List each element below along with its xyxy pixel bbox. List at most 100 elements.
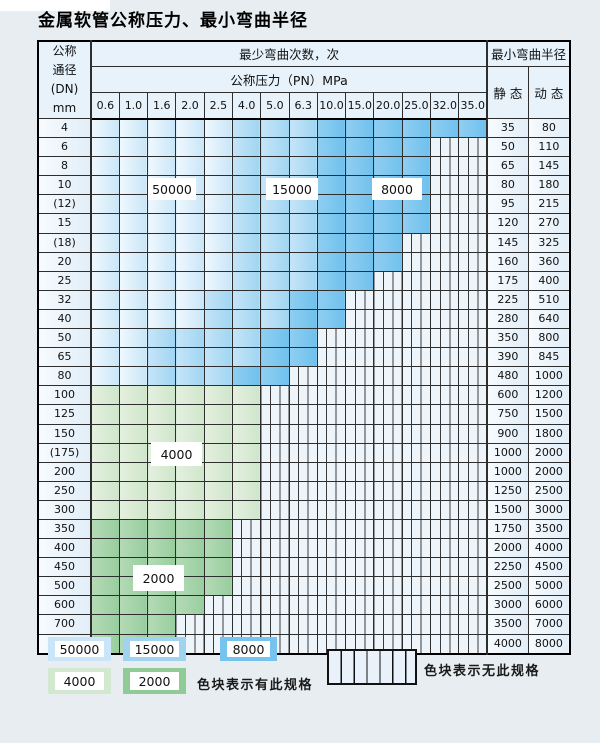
- static-radius-cell: 3500: [486, 614, 529, 635]
- spec-cell-15000: [175, 347, 205, 368]
- spec-cell-15000: [231, 156, 262, 177]
- no-spec-cell: [430, 347, 460, 368]
- spec-cell-8000: [401, 213, 432, 234]
- spec-cell-15000: [260, 308, 290, 330]
- dn-cell: 25: [37, 270, 92, 291]
- spec-cell-50000: [118, 137, 149, 158]
- spec-cell-8000: [288, 347, 318, 368]
- spec-cell-15000: [231, 232, 262, 253]
- spec-cell-15000: [203, 289, 233, 310]
- spec-cell-2000: [90, 538, 120, 559]
- spec-cell-2000: [118, 595, 149, 616]
- no-spec-cell: [373, 461, 403, 482]
- dn-cell: 700: [37, 614, 92, 635]
- dn-cell: 8: [37, 156, 92, 177]
- spec-cell-4000: [175, 499, 205, 520]
- no-spec-cell: [458, 480, 488, 501]
- no-spec-cell: [430, 557, 460, 578]
- spec-cell-4000: [203, 499, 233, 520]
- dn-corner-header: 公称 通径 (DN) mm: [37, 40, 92, 119]
- spec-cell-4000: [90, 480, 120, 501]
- no-spec-cell: [458, 194, 488, 215]
- no-spec-cell: [373, 480, 403, 501]
- no-spec-cell: [345, 442, 375, 463]
- spec-table: 公称 通径 (DN) mm 最少弯曲次数，次 最小弯曲半径 公称压力（PN）MP…: [37, 40, 572, 655]
- no-spec-cell: [316, 576, 347, 597]
- no-spec-cell: [373, 614, 403, 635]
- spec-cell-8000: [401, 156, 432, 177]
- legend-value: 50000: [55, 641, 104, 657]
- no-spec-cell: [401, 232, 432, 253]
- spec-cell-50000: [147, 232, 177, 253]
- no-spec-cell: [430, 461, 460, 482]
- dynamic-radius-cell: 1500: [527, 404, 571, 425]
- no-spec-cell: [430, 194, 460, 215]
- dn-cell: 250: [37, 480, 92, 501]
- spec-cell-2000: [118, 538, 149, 559]
- legend-value: 15000: [130, 641, 179, 657]
- spec-cell-50000: [90, 213, 120, 234]
- no-spec-cell: [401, 461, 432, 482]
- no-spec-cell: [458, 232, 488, 253]
- dynamic-radius-cell: 1200: [527, 385, 571, 406]
- spec-cell-8000: [373, 232, 403, 253]
- spec-cell-4000: [118, 442, 149, 463]
- no-spec-cell: [345, 633, 375, 655]
- no-spec-cell: [288, 480, 318, 501]
- no-spec-cell: [316, 538, 347, 559]
- spec-cell-4000: [147, 385, 177, 406]
- spec-cell-4000: [231, 480, 262, 501]
- no-spec-cell: [316, 423, 347, 444]
- dn-row: 350 1750 3500: [37, 518, 571, 540]
- spec-cell-50000: [118, 270, 149, 291]
- no-spec-cell: [373, 499, 403, 520]
- spec-cell-8000: [401, 194, 432, 215]
- page-title: 金属软管公称压力、最小弯曲半径: [38, 11, 308, 31]
- no-spec-cell: [458, 175, 488, 196]
- dn-row: 600 3000 6000: [37, 595, 571, 616]
- no-spec-cell: [458, 156, 488, 177]
- no-spec-cell: [401, 442, 432, 463]
- no-spec-cell: [345, 328, 375, 349]
- dynamic-radius-cell: 1000: [527, 366, 571, 387]
- spec-table-body: 4 35 80 6 50 110 8 65 145 10 80 180 (12) 95 215 15 120 27…: [37, 117, 571, 655]
- spec-cell-50000: [118, 117, 149, 139]
- spec-cell-15000: [288, 175, 318, 196]
- spec-cell-8000: [345, 251, 375, 272]
- spec-cell-2000: [118, 614, 149, 635]
- static-radius-cell: 750: [486, 404, 529, 425]
- spec-cell-4000: [90, 461, 120, 482]
- spec-cell-8000: [316, 175, 347, 196]
- pressure-column-header: 1.6: [147, 92, 177, 120]
- legend-block-8000: 8000: [220, 637, 277, 661]
- spec-cell-8000: [345, 117, 375, 139]
- dynamic-radius-cell: 3000: [527, 499, 571, 520]
- spec-cell-15000: [147, 347, 177, 368]
- dynamic-radius-cell: 8000: [527, 633, 571, 655]
- spec-cell-4000: [147, 423, 177, 444]
- no-spec-cell: [401, 366, 432, 387]
- no-spec-cell: [458, 576, 488, 597]
- no-spec-cell: [430, 518, 460, 540]
- no-spec-cell: [231, 557, 262, 578]
- spec-cell-15000: [288, 156, 318, 177]
- no-spec-cell: [316, 366, 347, 387]
- pressure-column-header: 10.0: [316, 92, 347, 120]
- spec-cell-8000: [316, 308, 347, 330]
- spec-cell-50000: [147, 175, 177, 196]
- spec-cell-50000: [90, 347, 120, 368]
- dn-corner-line: 通径: [52, 63, 77, 77]
- no-spec-cell: [175, 614, 205, 635]
- static-radius-cell: 50: [486, 137, 529, 158]
- spec-cell-15000: [231, 328, 262, 349]
- no-spec-cell: [316, 328, 347, 349]
- dynamic-radius-cell: 2000: [527, 442, 571, 463]
- spec-cell-8000: [373, 175, 403, 196]
- spec-cell-50000: [147, 194, 177, 215]
- spec-cell-2000: [147, 557, 177, 578]
- pressure-column-header: 6.3: [288, 92, 318, 120]
- spec-cell-15000: [260, 137, 290, 158]
- dn-row: 4 35 80: [37, 117, 571, 139]
- spec-cell-50000: [90, 194, 120, 215]
- no-spec-cell: [316, 499, 347, 520]
